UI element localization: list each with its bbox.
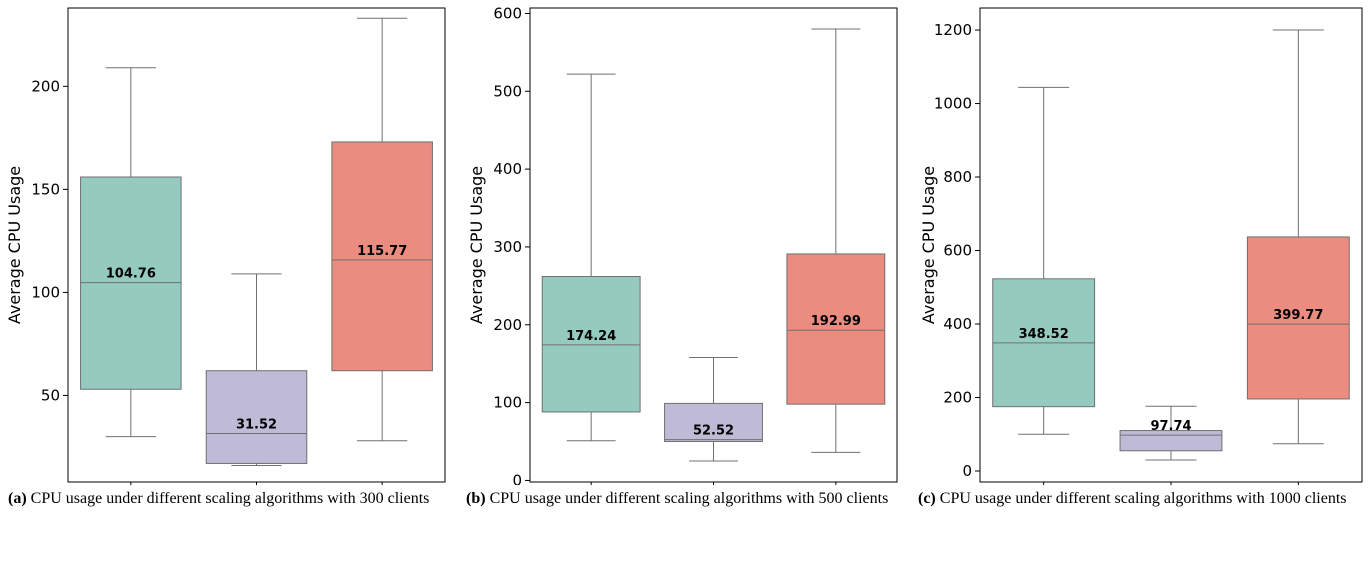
y-tick-label-b-5: 500 — [493, 82, 522, 100]
caption-b: (b) CPU usage under different scaling al… — [466, 488, 910, 510]
y-tick-label-a-1: 100 — [31, 283, 60, 301]
y-tick-label-b-6: 600 — [493, 4, 522, 22]
box-a-hs — [205, 370, 308, 464]
y-tick-label-a-2: 150 — [31, 180, 60, 198]
box-a-ns — [80, 176, 182, 390]
y-tick-label-b-3: 300 — [493, 238, 522, 256]
y-tick-label-b-0: 0 — [512, 471, 522, 485]
y-tick-label-c-2: 400 — [943, 315, 972, 333]
box-c-hs — [1119, 430, 1223, 452]
box-b-ns — [541, 276, 641, 413]
y-tick-label-a-3: 200 — [31, 77, 60, 95]
box-a-vs — [331, 141, 433, 372]
caption-text-c: CPU usage under different scaling algori… — [939, 490, 1347, 507]
y-tick-label-c-4: 800 — [943, 168, 972, 186]
chart-panel-c: 0 200 400 600 800 1000 1200 Average CPU Usage 34… — [918, 0, 1370, 564]
median-label-b-hs: 52.52 — [693, 424, 734, 439]
box-b-vs — [786, 253, 886, 405]
y-tick-label-c-6: 1200 — [934, 21, 972, 39]
box-b-hs — [664, 402, 763, 443]
box-c-vs — [1246, 236, 1350, 400]
median-label-a-ns: 104.76 — [106, 267, 156, 282]
y-tick-label-a-0: 50 — [41, 386, 60, 404]
caption-c: (c) CPU usage under different scaling al… — [918, 488, 1368, 510]
caption-a: (a) CPU usage under different scaling al… — [8, 488, 448, 510]
median-label-b-vs: 192.99 — [811, 314, 861, 329]
y-tick-label-b-1: 100 — [493, 394, 522, 412]
median-label-c-hs: 97.74 — [1150, 419, 1191, 434]
y-tick-label-c-5: 1000 — [934, 95, 972, 113]
median-label-c-ns: 348.52 — [1019, 327, 1069, 342]
y-tick-label-c-0: 0 — [962, 462, 972, 480]
box-plot-c: 0 200 400 600 800 1000 1200 Average CPU Usage 34… — [919, 7, 1363, 485]
caption-letter-b: (b) — [466, 490, 486, 507]
y-axis-label-c: Average CPU Usage — [919, 166, 938, 324]
y-axis-label-b: Average CPU Usage — [467, 166, 486, 324]
caption-letter-a: (a) — [8, 490, 27, 507]
median-label-a-vs: 115.77 — [357, 244, 407, 259]
y-tick-label-b-2: 200 — [493, 316, 522, 334]
chart-panel-b: 0 100 200 300 400 500 600 Average CPU Usage 174.… — [460, 0, 910, 564]
y-tick-label-c-3: 600 — [943, 242, 972, 260]
y-axis-label-a: Average CPU Usage — [5, 166, 24, 324]
median-label-b-ns: 174.24 — [566, 329, 616, 344]
y-tick-label-c-1: 200 — [943, 388, 972, 406]
median-label-c-vs: 399.77 — [1273, 308, 1323, 323]
box-plot-b: 0 100 200 300 400 500 600 Average CPU Usage 174.… — [467, 4, 898, 485]
caption-text-a: CPU usage under different scaling algori… — [30, 490, 430, 507]
caption-text-b: CPU usage under different scaling algori… — [489, 490, 889, 507]
median-label-a-hs: 31.52 — [236, 418, 277, 433]
caption-letter-c: (c) — [918, 490, 936, 507]
y-tick-label-b-4: 400 — [493, 160, 522, 178]
